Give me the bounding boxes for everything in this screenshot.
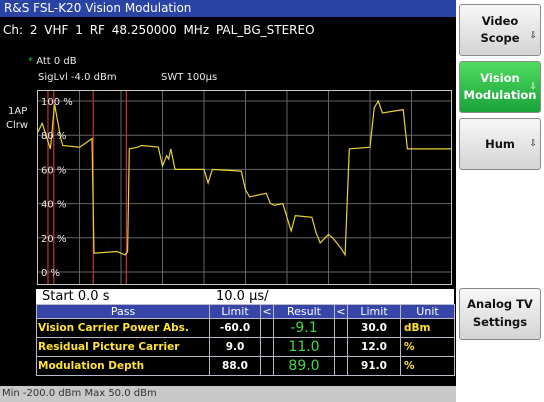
row-result: 89.0 xyxy=(273,356,335,376)
y-tick-label: 40 % xyxy=(41,200,66,211)
row-limit-low: 9.0 xyxy=(209,337,261,357)
trace-detector-label: 1AP xyxy=(8,106,28,117)
row-spacer xyxy=(260,356,274,376)
trace-mode-label: Clrw xyxy=(6,120,29,131)
header-lt-2: < xyxy=(334,304,348,319)
attenuation-info: * Att 0 dB xyxy=(28,56,77,67)
y-tick-label: 0 % xyxy=(41,268,60,279)
attenuation-text: Att 0 dB xyxy=(36,56,77,67)
y-tick-label: 80 % xyxy=(41,131,66,142)
row-result: 11.0 xyxy=(273,337,335,357)
row-spacer xyxy=(260,318,274,338)
softkey-label-line1: Vision xyxy=(480,71,520,85)
x-axis-bar: Start 0.0 s 10.0 µs/ xyxy=(36,289,454,304)
vision-modulation-softkey[interactable]: Vision Modulation ⇩ xyxy=(459,61,541,113)
header-lt-1: < xyxy=(260,304,274,319)
softkey-label-line2: Settings xyxy=(472,315,528,329)
row-name: Vision Carrier Power Abs. xyxy=(36,318,210,338)
row-unit: % xyxy=(400,356,455,376)
header-limit-low: Limit xyxy=(209,304,261,319)
x-division-label: 10.0 µs/ xyxy=(216,289,269,304)
submenu-arrow-icon: ⇩ xyxy=(529,31,537,41)
softkey-label-line1: Analog TV xyxy=(467,297,533,311)
results-table: Pass Limit < Result < Limit Unit Vision … xyxy=(36,304,455,376)
trace-line xyxy=(38,99,451,257)
y-tick-label: 60 % xyxy=(41,165,66,176)
row-name: Residual Picture Carrier xyxy=(36,337,210,357)
star-marker: * xyxy=(28,56,33,67)
row-limit-high: 30.0 xyxy=(347,318,401,338)
x-start-label: Start 0.0 s xyxy=(42,289,110,304)
submenu-arrow-icon: ⇩ xyxy=(529,82,537,92)
softkey-label-line2: Modulation xyxy=(463,88,537,102)
table-row: Modulation Depth 88.0 89.0 91.0 % xyxy=(36,356,455,376)
header-limit-high: Limit xyxy=(347,304,401,319)
table-row: Vision Carrier Power Abs. -60.0 -9.1 30.… xyxy=(36,318,455,338)
softkey-panel: Video Scope ⇩ Vision Modulation ⇩ Hum ⇩ … xyxy=(456,0,544,402)
softkey-label: Hum xyxy=(485,137,515,151)
vision-modulation-plot: 0 % 20 % 40 % 60 % 80 % 100 % xyxy=(37,90,452,285)
table-row: Residual Picture Carrier 9.0 11.0 12.0 % xyxy=(36,337,455,357)
row-result: -9.1 xyxy=(273,318,335,338)
measurement-display: R&S FSL-K20 Vision Modulation Ch: 2 VHF … xyxy=(0,0,456,402)
y-tick-label: 100 % xyxy=(41,97,73,108)
softkey-label-line2: Scope xyxy=(480,31,520,45)
row-spacer xyxy=(260,337,274,357)
submenu-arrow-icon: ⇩ xyxy=(529,139,537,149)
video-scope-softkey[interactable]: Video Scope ⇩ xyxy=(459,4,541,56)
channel-info: Ch: 2 VHF 1 RF 48.250000 MHz PAL_BG_STER… xyxy=(0,17,456,43)
analog-tv-settings-softkey[interactable]: Analog TV Settings xyxy=(459,288,541,340)
row-spacer xyxy=(334,356,348,376)
header-result: Result xyxy=(273,304,335,319)
header-pass: Pass xyxy=(36,304,210,319)
hum-softkey[interactable]: Hum ⇩ xyxy=(459,118,541,170)
row-limit-low: 88.0 xyxy=(209,356,261,376)
sweep-time-info: SWT 100µs xyxy=(161,72,218,83)
row-unit: dBm xyxy=(400,318,455,338)
row-unit: % xyxy=(400,337,455,357)
row-name: Modulation Depth xyxy=(36,356,210,376)
status-bar: Min -200.0 dBm Max 50.0 dBm xyxy=(0,386,456,402)
signal-level-info: SigLvl -4.0 dBm xyxy=(38,72,117,83)
softkey-label-line1: Video xyxy=(481,14,519,28)
y-tick-label: 20 % xyxy=(41,234,66,245)
row-limit-high: 91.0 xyxy=(347,356,401,376)
row-spacer xyxy=(334,318,348,338)
window-title: R&S FSL-K20 Vision Modulation xyxy=(0,0,456,17)
row-spacer xyxy=(334,337,348,357)
row-limit-low: -60.0 xyxy=(209,318,261,338)
row-limit-high: 12.0 xyxy=(347,337,401,357)
header-unit: Unit xyxy=(400,304,455,319)
table-header-row: Pass Limit < Result < Limit Unit xyxy=(36,304,455,319)
